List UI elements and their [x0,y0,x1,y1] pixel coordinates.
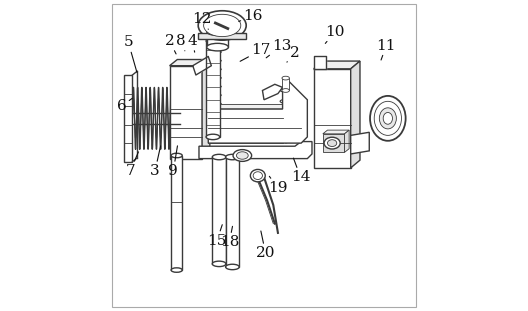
Polygon shape [225,157,239,267]
Ellipse shape [253,172,262,179]
Polygon shape [199,33,246,39]
Text: 14: 14 [291,158,310,184]
Polygon shape [171,156,182,270]
Ellipse shape [327,140,337,146]
Ellipse shape [207,28,229,35]
Polygon shape [282,78,289,91]
Polygon shape [314,61,360,69]
Ellipse shape [225,264,239,270]
Polygon shape [262,84,282,100]
Text: 8: 8 [176,34,185,51]
Polygon shape [323,134,344,152]
Polygon shape [314,56,326,69]
Text: 20: 20 [256,231,275,260]
Text: 11: 11 [376,39,396,60]
Text: 17: 17 [240,43,270,61]
Polygon shape [124,75,133,162]
Ellipse shape [374,101,401,135]
Ellipse shape [212,261,226,267]
Ellipse shape [379,108,397,129]
Polygon shape [351,61,360,168]
Text: 19: 19 [268,176,288,195]
Text: 2: 2 [287,46,300,62]
Text: 2: 2 [165,34,176,54]
Polygon shape [282,104,289,143]
Text: 10: 10 [325,25,345,44]
Polygon shape [169,66,202,159]
Ellipse shape [237,152,248,159]
Polygon shape [314,69,351,168]
Polygon shape [208,109,282,143]
Text: 7: 7 [126,152,138,178]
Text: 9: 9 [168,146,178,178]
Ellipse shape [383,113,392,124]
Text: 13: 13 [266,39,291,58]
Text: 4: 4 [187,34,197,52]
Polygon shape [208,104,289,109]
Ellipse shape [206,38,220,44]
Text: 12: 12 [192,12,212,29]
Ellipse shape [206,134,220,140]
Ellipse shape [212,154,226,160]
Polygon shape [206,41,220,137]
Text: 5: 5 [124,35,137,72]
Ellipse shape [207,43,229,51]
Ellipse shape [225,154,239,160]
Polygon shape [344,130,349,152]
Polygon shape [193,56,211,75]
Text: 3: 3 [150,146,161,178]
Polygon shape [169,59,210,66]
Text: 16: 16 [239,9,263,23]
Ellipse shape [171,153,182,158]
Ellipse shape [370,96,406,141]
Ellipse shape [233,150,252,161]
Polygon shape [351,132,369,154]
Ellipse shape [171,268,182,272]
Polygon shape [208,81,307,143]
Ellipse shape [250,169,265,182]
Ellipse shape [282,76,289,80]
Ellipse shape [198,11,246,40]
Polygon shape [202,59,210,159]
Text: 15: 15 [208,225,227,248]
Ellipse shape [204,14,241,37]
Polygon shape [212,157,226,264]
Polygon shape [207,32,229,47]
Polygon shape [199,142,312,159]
Polygon shape [323,130,349,134]
Ellipse shape [282,89,289,92]
Ellipse shape [324,137,340,149]
Text: 18: 18 [220,226,239,249]
Text: 6: 6 [117,98,133,113]
